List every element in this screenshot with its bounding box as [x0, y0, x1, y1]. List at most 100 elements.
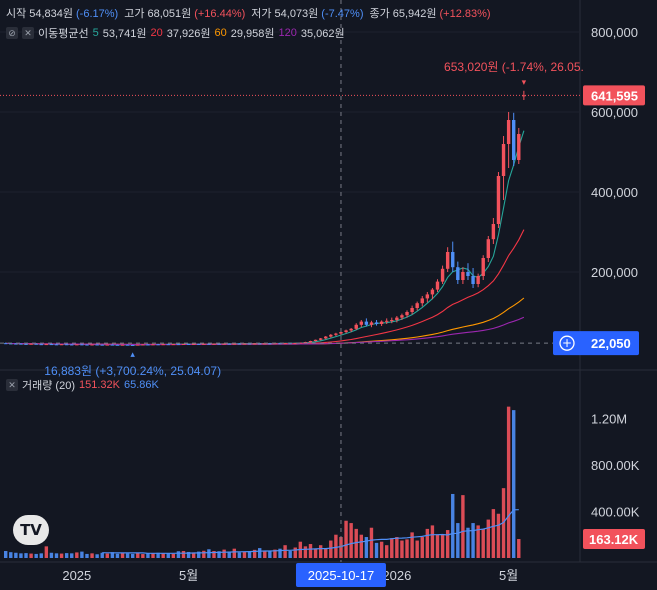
candle-body: [237, 343, 242, 345]
high-marker: ▾: [522, 78, 527, 88]
candle-body: [166, 344, 170, 346]
volume-bar: [385, 545, 389, 558]
candle-body: [105, 344, 109, 346]
volume-bar: [476, 525, 480, 558]
volume-bar: [496, 513, 501, 558]
candle-body: [390, 320, 394, 321]
volume-bar: [461, 495, 465, 558]
candle-body: [80, 344, 84, 346]
candle-body: [191, 343, 196, 345]
volume-bar: [268, 551, 272, 558]
volume-bar: [456, 523, 460, 558]
candle-body: [385, 320, 389, 322]
candle-body: [156, 344, 160, 346]
volume-bar: [232, 548, 236, 558]
volume-bar: [415, 540, 419, 558]
volume-bar: [9, 552, 13, 558]
ma120-value: 35,062원: [300, 28, 345, 40]
volume-series: [4, 406, 521, 558]
ma5-period: 5: [92, 27, 99, 39]
candle-body: [318, 338, 323, 340]
volume-bar: [258, 548, 262, 558]
candle-body: [49, 344, 54, 346]
volume-bar: [146, 553, 150, 558]
candle-body: [247, 343, 252, 345]
candle-body: [435, 281, 440, 290]
volume-bar: [344, 520, 348, 558]
volume-bar: [435, 534, 440, 558]
volume-bar: [451, 493, 455, 558]
volume-bar: [237, 552, 242, 558]
volume-bar: [293, 547, 297, 558]
candle-body: [207, 343, 211, 345]
ohlc-legend: 시작 54,834원 (-6.17%) 고가 68,051원 (+16.44%) 저가 54,…: [6, 5, 497, 21]
candle-body: [283, 343, 287, 345]
volume-bar: [90, 553, 94, 558]
time-tick-label: 2026: [382, 568, 411, 583]
volume-bar: [491, 509, 496, 558]
low-value: 54,073원: [274, 8, 319, 20]
volume-tick-label: 1.20M: [591, 411, 627, 426]
candle-body: [329, 334, 333, 337]
volume-bar: [471, 523, 475, 558]
ma-legend-label: 이동평균선: [38, 28, 89, 40]
volume-label: 거래량 (20): [22, 380, 75, 392]
volume-bar: [54, 553, 59, 558]
price-tick-label: 200,000: [591, 265, 638, 280]
volume-bar: [39, 553, 43, 558]
candle-body: [125, 344, 130, 346]
hide-eye-icon[interactable]: ⊘: [6, 27, 18, 39]
volume-bar: [151, 553, 155, 558]
candle-body: [395, 317, 399, 320]
volume-bar: [49, 552, 54, 558]
candle-body: [308, 341, 313, 342]
candle-body: [456, 267, 460, 280]
crosshair-date-tag: [295, 563, 386, 587]
low-change: (-7.47%): [321, 8, 364, 20]
volume-bar: [252, 549, 257, 558]
volume-bar: [80, 551, 84, 558]
open-label: 시작: [6, 8, 27, 20]
candle-body: [54, 344, 59, 346]
volume-bar: [364, 537, 369, 558]
volume-bar: [197, 551, 201, 558]
price-tick-label: 800,000: [591, 25, 638, 40]
volume-bar: [359, 534, 363, 558]
volume-bar: [445, 530, 450, 558]
candle-body: [522, 95, 526, 97]
candle-body: [369, 322, 374, 325]
volume-bar: [512, 410, 516, 558]
candle-body: [181, 343, 186, 345]
candle-body: [146, 344, 150, 346]
ma5-value: 53,741원: [102, 28, 147, 40]
crosshair-plus-icon: [559, 335, 575, 351]
candle-body: [293, 343, 297, 344]
last-volume-tag: [583, 529, 645, 550]
volume-bar: [349, 523, 353, 558]
candle-body: [227, 343, 231, 345]
time-tick-label: 2025: [62, 568, 91, 583]
close-icon[interactable]: ✕: [22, 27, 34, 39]
volume-bar: [24, 553, 28, 558]
candle-body: [486, 239, 490, 258]
volume-bar: [176, 551, 181, 558]
volume-bar: [217, 551, 221, 558]
volume-bar: [420, 537, 424, 558]
collapse-icon[interactable]: ✕: [6, 379, 18, 391]
candle-body: [430, 289, 435, 295]
candle-body: [324, 336, 328, 339]
volume-bar: [202, 550, 206, 558]
candle-body: [415, 303, 419, 308]
volume-bar: [354, 528, 358, 558]
candle-body: [100, 344, 104, 346]
volume-bar: [283, 545, 287, 558]
tradingview-logo[interactable]: TV: [13, 515, 49, 545]
volume-bar: [64, 553, 69, 558]
candle-body: [110, 344, 115, 346]
volume-bar: [186, 551, 191, 558]
candle-body: [176, 344, 181, 346]
candle-body: [141, 344, 145, 346]
volume-bar: [278, 548, 282, 558]
volume-bar: [308, 544, 313, 558]
